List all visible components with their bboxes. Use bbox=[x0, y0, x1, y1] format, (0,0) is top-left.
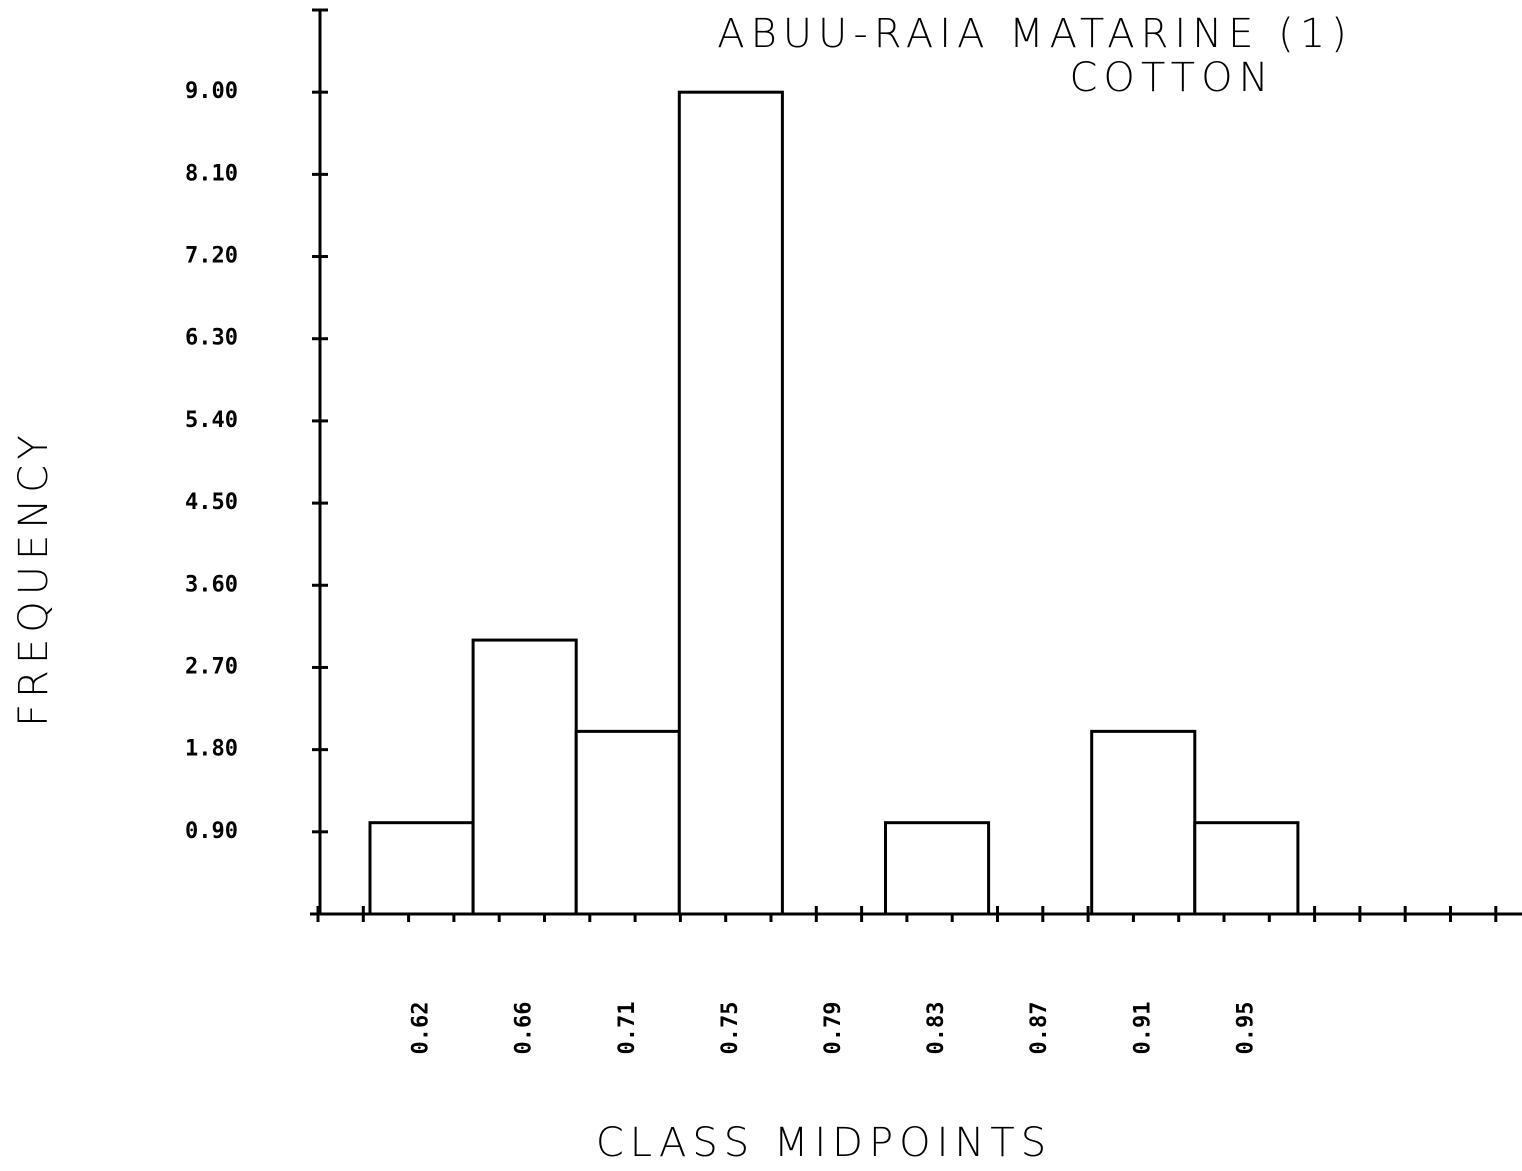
y-tick-label: 1.80 bbox=[185, 737, 238, 762]
bar bbox=[1090, 729, 1197, 916]
y-tick-label: 5.40 bbox=[185, 408, 238, 433]
bar bbox=[677, 90, 784, 916]
bar bbox=[574, 729, 681, 916]
x-tick-label: 0.87 bbox=[1027, 1002, 1052, 1055]
bar bbox=[1193, 821, 1300, 916]
x-tick-label: 0.62 bbox=[409, 1002, 434, 1055]
y-tick-label: 7.20 bbox=[185, 244, 238, 269]
y-tick-label: 9.00 bbox=[185, 79, 238, 104]
x-tick-label: 0.91 bbox=[1130, 1002, 1155, 1055]
bar bbox=[471, 638, 578, 916]
x-tick-label: 0.75 bbox=[718, 1002, 743, 1055]
x-tick-label: 0.83 bbox=[924, 1002, 949, 1055]
bar bbox=[368, 821, 475, 916]
chart-title: ABUU-RAIA MATARINE (1) bbox=[717, 11, 1353, 57]
x-tick-label: 0.66 bbox=[512, 1002, 537, 1055]
y-tick-label: 0.90 bbox=[185, 819, 238, 844]
y-axis-label: FREQUENCY bbox=[11, 429, 57, 727]
y-tick-label: 4.50 bbox=[185, 490, 238, 515]
y-tick-label: 2.70 bbox=[185, 654, 238, 679]
y-tick-label: 3.60 bbox=[185, 572, 238, 597]
y-tick-label: 8.10 bbox=[185, 161, 238, 186]
x-tick-label: 0.79 bbox=[821, 1002, 846, 1055]
chart-subtitle: COTTON bbox=[1070, 55, 1275, 101]
x-tick-label: 0.71 bbox=[615, 1002, 640, 1055]
x-tick-label: 0.95 bbox=[1233, 1002, 1258, 1055]
x-axis-label: CLASS MIDPOINTS bbox=[596, 1120, 1052, 1166]
bar bbox=[884, 821, 991, 916]
y-tick-label: 6.30 bbox=[185, 326, 238, 351]
